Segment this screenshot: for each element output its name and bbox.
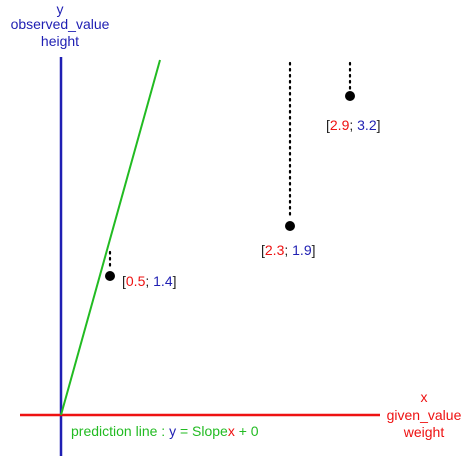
- prediction-line: [60, 59, 161, 416]
- data-point-2: [2.3; 1.9]: [261, 61, 316, 258]
- point-3-label: [2.9; 3.2]: [326, 117, 381, 133]
- x-axis-label-symbol: x: [421, 389, 428, 405]
- prediction-label-y: y: [169, 423, 176, 439]
- data-point-1: [0.5; 1.4]: [105, 250, 177, 289]
- point-1-marker: [105, 271, 115, 281]
- point-2-label: [2.3; 1.9]: [261, 242, 316, 258]
- prediction-label-tail: + 0: [235, 423, 259, 439]
- point-1-close-bracket: ]: [173, 273, 177, 289]
- point-1-x-value: 0.5: [126, 273, 146, 289]
- point-2-close-bracket: ]: [312, 242, 316, 258]
- point-1-open-bracket: [: [122, 273, 126, 289]
- point-3-marker: [345, 91, 355, 101]
- x-axis-label-name: given_value: [387, 407, 462, 423]
- point-3-y-value: 3.2: [357, 117, 377, 133]
- y-axis-label-quantity: height: [41, 33, 79, 49]
- point-3-x-value: 2.9: [330, 117, 350, 133]
- point-2-separator: ;: [284, 242, 292, 258]
- point-2-open-bracket: [: [261, 242, 265, 258]
- y-axis-label-name: observed_value: [11, 16, 110, 32]
- point-1-label: [0.5; 1.4]: [122, 273, 177, 289]
- prediction-label-prefix: prediction line :: [71, 423, 169, 439]
- point-3-open-bracket: [: [326, 117, 330, 133]
- prediction-label-x: x: [228, 423, 235, 439]
- y-axis-label-symbol: y: [57, 1, 64, 17]
- x-axis-label-quantity: weight: [403, 424, 445, 440]
- point-1-y-value: 1.4: [153, 273, 173, 289]
- data-point-3: [2.9; 3.2]: [326, 61, 381, 133]
- point-2-marker: [285, 221, 295, 231]
- point-3-close-bracket: ]: [377, 117, 381, 133]
- point-2-x-value: 2.3: [265, 242, 285, 258]
- prediction-line-label: prediction line : y = Slopex + 0: [71, 423, 259, 439]
- prediction-label-eq: = Slope: [176, 423, 228, 439]
- point-2-y-value: 1.9: [292, 242, 312, 258]
- point-3-separator: ;: [349, 117, 357, 133]
- point-1-separator: ;: [145, 273, 153, 289]
